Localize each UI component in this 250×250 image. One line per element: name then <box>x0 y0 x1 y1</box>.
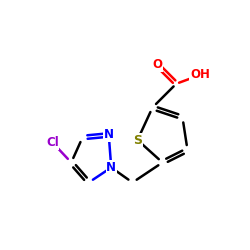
Text: N: N <box>106 161 116 174</box>
Text: N: N <box>104 128 114 141</box>
Text: Cl: Cl <box>46 136 59 149</box>
Text: OH: OH <box>190 68 210 82</box>
Text: S: S <box>133 134 142 146</box>
Text: O: O <box>152 58 162 71</box>
